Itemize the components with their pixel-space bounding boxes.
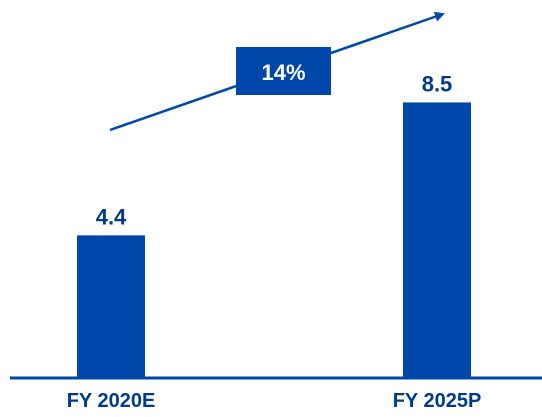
bar-1	[77, 235, 145, 378]
category-label-1: FY 2020E	[67, 390, 156, 412]
category-labels: FY 2020E FY 2025P	[67, 390, 482, 412]
bar-2	[403, 102, 471, 378]
value-label-2: 8.5	[422, 71, 453, 96]
value-label-1: 4.4	[96, 204, 127, 229]
growth-rate-label: 14%	[261, 60, 305, 85]
category-label-2: FY 2025P	[393, 390, 482, 412]
growth-rate-box	[236, 47, 331, 95]
value-labels: 4.4 8.5	[96, 71, 453, 229]
bars	[77, 102, 471, 378]
growth-annotation: 14%	[109, 11, 445, 132]
